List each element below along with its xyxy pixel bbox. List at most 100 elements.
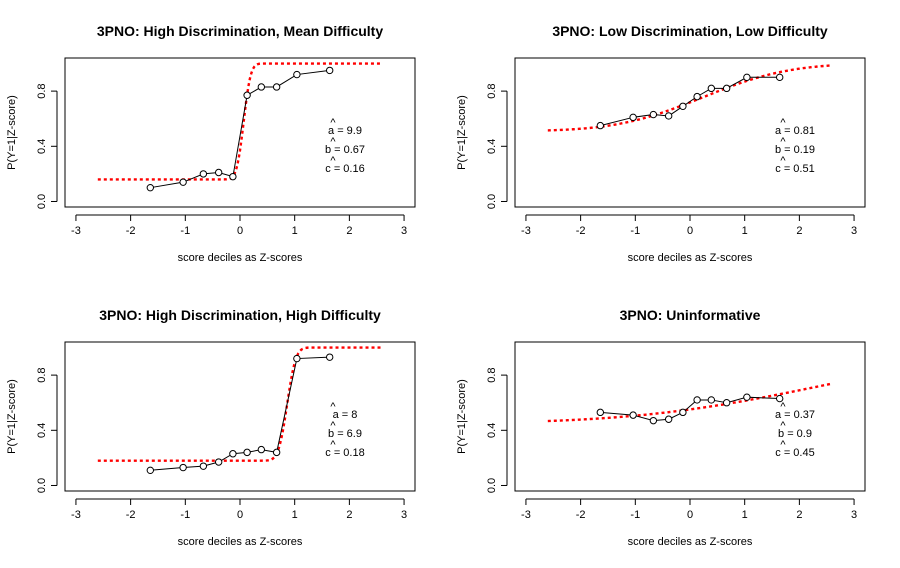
x-tick-label: 1 — [742, 225, 748, 237]
hat-mark: ^ — [330, 155, 336, 167]
observed-line — [150, 356, 330, 471]
chart-panel-4: 3PNO: Uninformative -3 -2 -1 0 1 2 3 score decil… — [456, 307, 866, 548]
x-tick-label: -2 — [126, 225, 136, 237]
x-tick-label: -2 — [576, 225, 586, 237]
chart-panel-1: 3PNO: High Discrimination, Mean Difficul… — [6, 23, 416, 264]
observed-point — [272, 83, 281, 91]
observed-point — [707, 84, 716, 93]
x-tick-label: 1 — [292, 225, 298, 237]
y-tick-label: 0.0 — [486, 194, 498, 209]
observed-point — [325, 353, 334, 361]
hat-mark: ^ — [330, 136, 336, 148]
observed-point — [664, 415, 673, 423]
parameter-annotation: b = 0.9 — [778, 428, 812, 440]
x-tick-label: 3 — [851, 225, 857, 237]
observed-point — [693, 92, 701, 101]
parameter-annotation: c = 0.18 — [325, 447, 364, 459]
x-tick-label: 2 — [796, 509, 802, 521]
x-axis-label: score deciles as Z-scores — [178, 536, 303, 548]
x-tick-label: 1 — [292, 509, 298, 521]
x-tick-label: -3 — [71, 509, 81, 521]
hat-mark: ^ — [330, 439, 336, 451]
parameter-annotation: b = 0.19 — [775, 144, 815, 156]
observed-point — [325, 66, 334, 75]
chart-panel-3: 3PNO: High Discrimination, High Difficul… — [6, 307, 416, 548]
chart-title: 3PNO: Uninformative — [620, 307, 761, 323]
observed-point — [629, 411, 637, 419]
parameter-annotation: a = 8 — [333, 409, 358, 421]
y-axis-label: P(Y=1|Z-score) — [456, 379, 468, 454]
hat-mark: ^ — [780, 420, 786, 432]
observed-point — [243, 448, 251, 457]
observed-point — [722, 399, 731, 407]
observed-point — [629, 113, 637, 122]
x-axis-label: score deciles as Z-scores — [178, 252, 303, 264]
y-tick-label: 0.8 — [36, 367, 48, 382]
y-tick-label: 0.8 — [36, 83, 48, 98]
hat-mark: ^ — [780, 136, 786, 148]
plot-frame — [514, 341, 866, 492]
observed-point — [293, 354, 301, 363]
x-tick-label: -1 — [180, 509, 190, 521]
observed-point — [214, 168, 223, 177]
y-tick-label: 0.8 — [486, 83, 498, 98]
x-tick-label: 0 — [687, 509, 693, 521]
observed-point — [693, 396, 701, 404]
x-tick-label: -2 — [126, 509, 136, 521]
observed-point — [722, 84, 731, 93]
observed-point — [229, 450, 237, 458]
x-tick-label: -1 — [180, 225, 190, 237]
x-tick-label: 2 — [346, 509, 352, 521]
parameter-annotation: a = 0.81 — [775, 125, 815, 137]
x-tick-label: -1 — [630, 225, 640, 237]
parameter-annotation: c = 0.45 — [775, 447, 814, 459]
plot-frame — [514, 57, 866, 208]
observed-point — [664, 112, 673, 120]
hat-mark: ^ — [780, 439, 786, 451]
observed-point — [243, 91, 251, 99]
x-axis-label: score deciles as Z-scores — [628, 536, 753, 548]
observed-point — [679, 408, 687, 417]
x-tick-label: -3 — [71, 225, 81, 237]
observed-point — [179, 178, 187, 186]
x-tick-label: 0 — [237, 225, 243, 237]
observed-point — [293, 70, 301, 79]
parameter-annotation: b = 0.67 — [325, 144, 365, 156]
observed-point — [257, 445, 266, 454]
fitted-curve — [547, 64, 833, 132]
chart-title: 3PNO: High Discrimination, Mean Difficul… — [97, 23, 383, 39]
observed-point — [775, 73, 784, 82]
hat-mark: ^ — [330, 401, 336, 413]
y-tick-label: 0.0 — [36, 194, 48, 209]
observed-point — [775, 394, 784, 403]
y-tick-label: 0.4 — [36, 139, 48, 154]
hat-mark: ^ — [780, 155, 786, 167]
x-tick-label: 2 — [346, 225, 352, 237]
observed-point — [146, 466, 155, 475]
y-tick-label: 0.0 — [486, 478, 498, 493]
x-tick-label: -1 — [630, 509, 640, 521]
observed-point — [199, 170, 208, 178]
hat-mark: ^ — [780, 401, 786, 413]
x-tick-label: 1 — [742, 509, 748, 521]
observed-point — [179, 463, 187, 472]
observed-point — [649, 110, 658, 119]
y-tick-label: 0.8 — [486, 367, 498, 382]
x-tick-label: 0 — [687, 225, 693, 237]
observed-point — [146, 183, 155, 192]
fitted-curve — [97, 62, 383, 181]
chart-panel-2: 3PNO: Low Discrimination, Low Difficulty… — [456, 23, 866, 264]
parameter-annotation: b = 6.9 — [328, 428, 362, 440]
x-tick-label: -2 — [576, 509, 586, 521]
observed-point — [596, 121, 605, 130]
plot-frame — [64, 341, 416, 492]
x-tick-label: 3 — [401, 225, 407, 237]
chart-title: 3PNO: Low Discrimination, Low Difficulty — [552, 23, 828, 39]
parameter-annotation: c = 0.51 — [775, 163, 814, 175]
observed-line — [600, 396, 780, 422]
observed-point — [679, 102, 687, 110]
observed-line — [600, 76, 780, 127]
observed-point — [199, 462, 208, 470]
observed-point — [707, 396, 716, 404]
hat-mark: ^ — [780, 117, 786, 129]
